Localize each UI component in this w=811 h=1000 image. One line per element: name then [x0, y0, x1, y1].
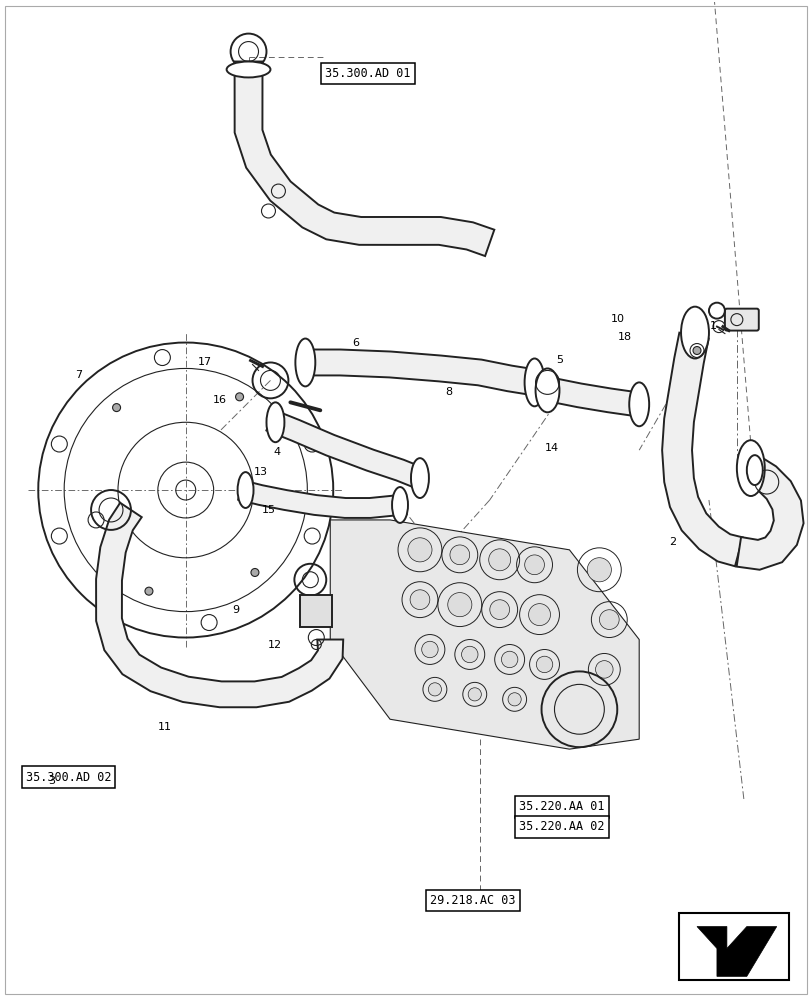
- Circle shape: [535, 656, 552, 673]
- Text: 14: 14: [544, 443, 558, 453]
- Text: 13: 13: [253, 467, 267, 477]
- Text: 7: 7: [75, 370, 83, 380]
- Text: 1: 1: [709, 321, 716, 331]
- Text: 18: 18: [616, 332, 631, 342]
- Circle shape: [421, 641, 438, 658]
- Text: 12: 12: [268, 640, 281, 650]
- Ellipse shape: [226, 62, 270, 77]
- Circle shape: [501, 651, 517, 668]
- Polygon shape: [238, 480, 401, 518]
- Text: 11: 11: [157, 722, 172, 732]
- Text: 9: 9: [232, 605, 239, 615]
- Polygon shape: [266, 410, 423, 488]
- Circle shape: [461, 646, 478, 663]
- Text: 16: 16: [212, 395, 226, 405]
- Ellipse shape: [410, 458, 428, 498]
- Polygon shape: [551, 379, 638, 416]
- Text: 15: 15: [261, 505, 275, 515]
- Ellipse shape: [629, 382, 648, 426]
- Circle shape: [489, 600, 509, 619]
- Polygon shape: [234, 62, 494, 256]
- Ellipse shape: [680, 307, 708, 358]
- Circle shape: [145, 587, 152, 595]
- Text: 17: 17: [198, 357, 212, 367]
- Circle shape: [528, 604, 550, 626]
- Circle shape: [407, 538, 431, 562]
- Polygon shape: [696, 927, 776, 976]
- Circle shape: [468, 688, 481, 701]
- Ellipse shape: [266, 402, 284, 442]
- Bar: [678, 913, 787, 980]
- Text: 6: 6: [352, 338, 359, 348]
- Circle shape: [427, 683, 441, 696]
- Circle shape: [447, 593, 471, 617]
- Text: 29.218.AC 03: 29.218.AC 03: [430, 894, 515, 907]
- Text: 35.220.AA 01: 35.220.AA 01: [519, 800, 604, 813]
- Circle shape: [251, 568, 259, 576]
- FancyBboxPatch shape: [724, 309, 757, 331]
- Polygon shape: [300, 350, 536, 395]
- Ellipse shape: [736, 440, 764, 496]
- Ellipse shape: [392, 487, 407, 523]
- Text: 5: 5: [556, 355, 563, 365]
- Ellipse shape: [295, 339, 315, 386]
- Text: 35.220.AA 02: 35.220.AA 02: [519, 820, 604, 833]
- Text: 3: 3: [48, 776, 55, 786]
- Circle shape: [594, 661, 612, 678]
- Circle shape: [586, 558, 611, 582]
- Circle shape: [449, 545, 469, 565]
- Ellipse shape: [524, 358, 544, 406]
- Circle shape: [113, 404, 120, 412]
- Ellipse shape: [535, 368, 559, 412]
- Circle shape: [599, 610, 619, 629]
- Circle shape: [235, 393, 243, 401]
- Circle shape: [508, 693, 521, 706]
- Polygon shape: [96, 503, 343, 707]
- Circle shape: [488, 549, 510, 571]
- Circle shape: [524, 555, 543, 575]
- Polygon shape: [330, 520, 638, 749]
- Text: 4: 4: [272, 447, 280, 457]
- Text: 8: 8: [444, 387, 452, 397]
- Text: 10: 10: [610, 314, 624, 324]
- Text: 35.300.AD 01: 35.300.AD 01: [324, 67, 410, 80]
- Polygon shape: [736, 457, 803, 570]
- Circle shape: [410, 590, 429, 610]
- Ellipse shape: [746, 455, 762, 485]
- FancyBboxPatch shape: [300, 595, 332, 627]
- Ellipse shape: [238, 472, 253, 508]
- Circle shape: [692, 347, 700, 354]
- Text: 2: 2: [668, 537, 676, 547]
- Text: 35.300.AD 02: 35.300.AD 02: [26, 771, 111, 784]
- Polygon shape: [661, 333, 742, 566]
